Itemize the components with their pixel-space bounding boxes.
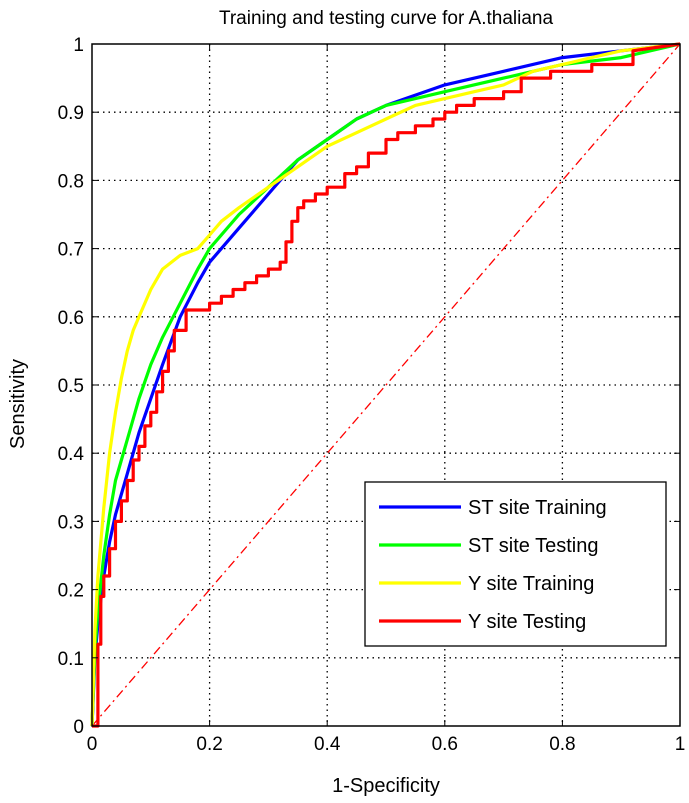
y-tick-label: 0.3 — [58, 512, 84, 533]
legend-box — [364, 481, 667, 647]
x-axis-title: 1-Specificity — [332, 775, 440, 797]
legend: ST site Training ST site Testing Y site Tr… — [364, 481, 667, 647]
x-tick-label: 0.2 — [196, 734, 222, 755]
y-tick-label: 1 — [73, 35, 84, 56]
axis-ticks: 0 0.2 0.4 0.6 0.8 1 0 0.1 0.2 0.3 0.4 0.5 0.6 0.7 0.8 0… — [58, 35, 686, 755]
y-tick-label: 0.1 — [58, 649, 84, 670]
series-line-st-site-training — [90, 42, 681, 727]
x-tick-label: 0 — [87, 734, 98, 755]
x-tick-label: 1 — [675, 734, 686, 755]
y-tick-label: 0.4 — [58, 444, 85, 465]
y-axis-title: Sensitivity — [7, 359, 29, 449]
y-tick-label: 0.8 — [58, 171, 84, 192]
series-line-st-site-testing — [90, 42, 681, 727]
x-tick-label: 0.6 — [432, 734, 458, 755]
y-tick-label: 0.6 — [58, 308, 84, 329]
x-tick-label: 0.4 — [314, 734, 341, 755]
series-lines — [90, 42, 681, 728]
x-tick-label: 0.8 — [549, 734, 575, 755]
legend-label-y-site-testing: Y site Testing — [468, 611, 586, 633]
legend-label-st-site-testing: ST site Testing — [468, 535, 598, 557]
legend-label-st-site-training: ST site Training — [468, 497, 607, 519]
chance-line — [91, 43, 681, 727]
chance-diagonal-line — [91, 43, 681, 727]
y-tick-label: 0 — [73, 717, 84, 738]
legend-label-y-site-training: Y site Training — [468, 573, 594, 595]
y-tick-label: 0.2 — [58, 581, 84, 602]
y-tick-label: 0.7 — [58, 240, 84, 261]
chart-title: Training and testing curve for A.thalian… — [219, 8, 554, 29]
y-tick-label: 0.5 — [58, 376, 84, 397]
series-line-y-site-testing — [92, 42, 681, 728]
y-tick-label: 0.9 — [58, 103, 84, 124]
series-line-y-site-training — [90, 42, 681, 727]
